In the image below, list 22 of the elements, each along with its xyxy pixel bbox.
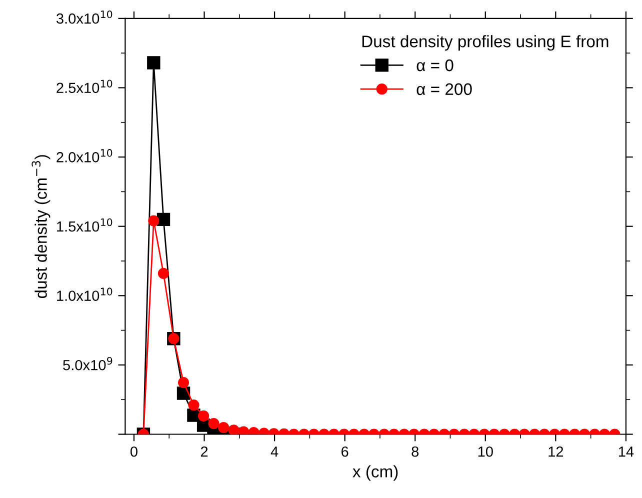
legend-title: Dust density profiles using E from xyxy=(362,35,608,51)
x-tick-label: 6 xyxy=(342,446,348,457)
y-tick-label: 2.0x10$^{10}$ xyxy=(56,149,112,162)
y-tick-label: 1.5x10$^{10}$ xyxy=(57,218,112,232)
y-tick-label: 1.0x10$^{10}$ xyxy=(57,288,112,301)
x-tick-label: 12 xyxy=(548,446,564,457)
x-tick-label: 4 xyxy=(270,446,278,457)
x-tick-label: 8 xyxy=(412,446,419,457)
x-tick-label: 0 xyxy=(130,446,138,457)
x-tick-label: 10 xyxy=(478,446,493,457)
point xyxy=(148,215,160,226)
point xyxy=(158,268,170,280)
y-tick-label: 3.0x10$^{10}$ xyxy=(56,10,112,24)
legend-label: α = 200 xyxy=(416,83,472,96)
y-tick-label: 5.0x10$^{9}$ xyxy=(63,356,112,370)
y-axis-title: dust density (cm$^{−3}$) xyxy=(32,155,50,298)
x-tick-label: 2 xyxy=(200,446,208,457)
y-tick-label: 2.5x10$^{10}$ xyxy=(56,80,112,94)
point xyxy=(156,212,170,226)
x-axis-title: x (cm) xyxy=(352,465,398,481)
legend-label: α = 0 xyxy=(416,59,454,72)
x-tick-label: 14 xyxy=(618,446,634,457)
